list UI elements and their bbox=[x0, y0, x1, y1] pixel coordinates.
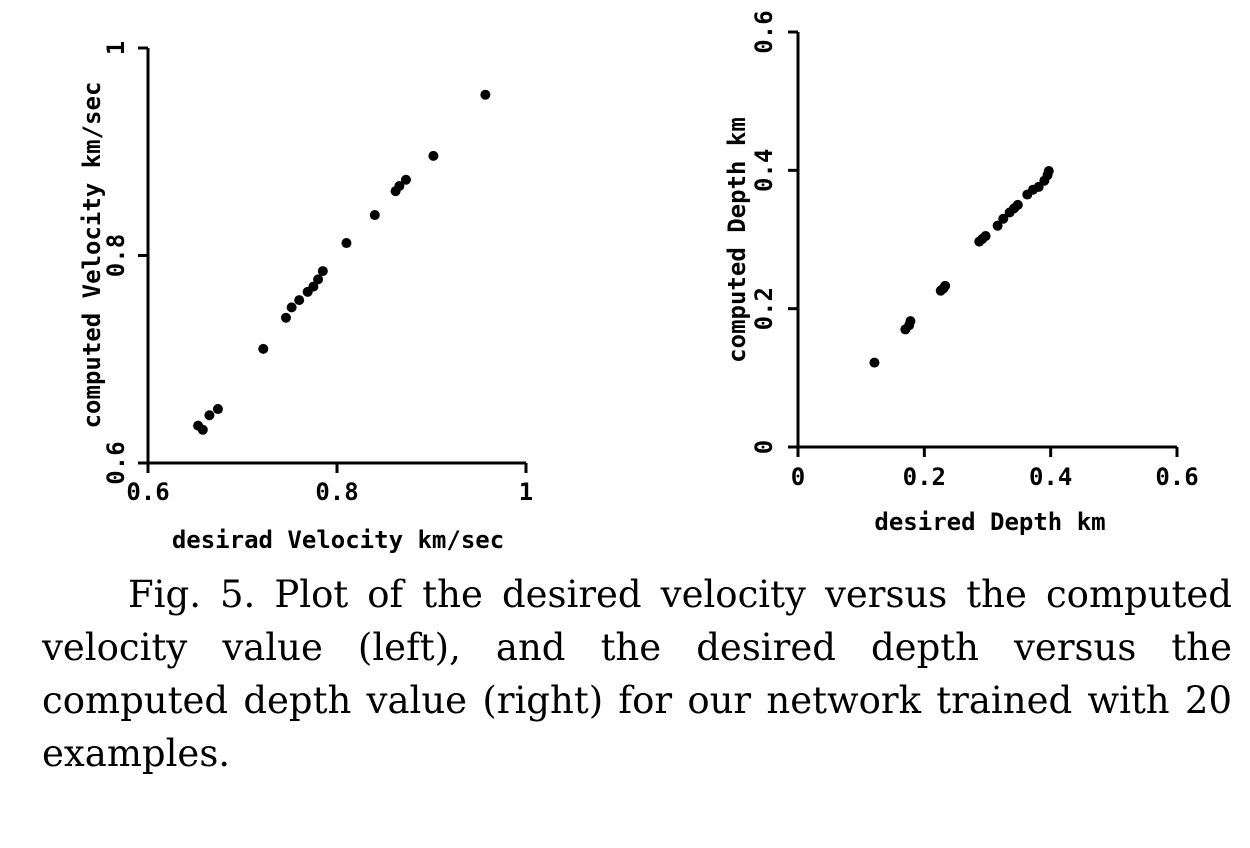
depth-y-tick-label: 0 bbox=[750, 440, 778, 454]
depth-x-tick-label: 0 bbox=[791, 463, 805, 491]
depth-data-point bbox=[905, 316, 916, 327]
velocity-data-point bbox=[400, 174, 411, 185]
figure-caption: Fig. 5. Plot of the desired velocity ver… bbox=[42, 573, 1232, 775]
depth-data-point bbox=[992, 220, 1003, 231]
depth-data-point bbox=[1012, 199, 1023, 210]
velocity-data-point bbox=[197, 424, 208, 435]
velocity-data-point bbox=[308, 281, 319, 292]
depth-x-tick-label: 0.2 bbox=[903, 463, 946, 491]
velocity-data-point bbox=[480, 89, 491, 100]
velocity-data-point bbox=[212, 404, 223, 415]
depth-x-tick-label: 0.6 bbox=[1155, 463, 1198, 491]
velocity-data-point bbox=[286, 302, 297, 313]
velocity-y-tick-label: 0.6 bbox=[102, 441, 130, 484]
figure-charts: 0.6 0.8 1 0.6 0.8 1 desirad Velocity km/sec com… bbox=[78, 10, 1199, 554]
velocity-x-tick-label: 0.8 bbox=[315, 478, 358, 506]
velocity-x-axis-label: desirad Velocity km/sec bbox=[172, 526, 504, 554]
depth-scatter-plot: 0 0.2 0.4 0.6 0 0.2 0.4 0.6 desired Depth km comp… bbox=[723, 10, 1199, 536]
velocity-scatter-plot: 0.6 0.8 1 0.6 0.8 1 desirad Velocity km/sec com… bbox=[78, 41, 533, 554]
depth-data-point bbox=[1043, 166, 1054, 177]
velocity-x-tick-label: 0.6 bbox=[126, 478, 169, 506]
depth-y-tick-label: 0.4 bbox=[750, 149, 778, 192]
velocity-data-point bbox=[394, 180, 405, 191]
velocity-data-point bbox=[258, 343, 269, 354]
depth-x-axis-label: desired Depth km bbox=[874, 508, 1105, 536]
velocity-data-point bbox=[428, 150, 439, 161]
velocity-data-point bbox=[280, 312, 291, 323]
velocity-data-point bbox=[341, 238, 352, 249]
velocity-y-tick-label: 0.8 bbox=[102, 234, 130, 277]
velocity-data-point bbox=[369, 210, 380, 221]
velocity-data-point bbox=[294, 295, 305, 306]
velocity-data-point bbox=[317, 266, 328, 277]
depth-data-point bbox=[869, 357, 880, 368]
depth-data-point bbox=[980, 231, 991, 242]
depth-data-point bbox=[940, 280, 951, 291]
depth-data-point bbox=[998, 213, 1009, 224]
depth-y-axis-label: computed Depth km bbox=[723, 117, 751, 363]
velocity-data-point bbox=[313, 274, 324, 285]
velocity-x-tick-label: 1 bbox=[519, 478, 533, 506]
velocity-y-axis-label: computed Velocity km/sec bbox=[78, 82, 106, 429]
depth-y-tick-label: 0.2 bbox=[750, 287, 778, 330]
depth-y-tick-label: 0.6 bbox=[750, 10, 778, 53]
velocity-y-tick-label: 1 bbox=[102, 41, 130, 55]
depth-x-tick-label: 0.4 bbox=[1029, 463, 1072, 491]
velocity-data-point bbox=[204, 410, 215, 421]
